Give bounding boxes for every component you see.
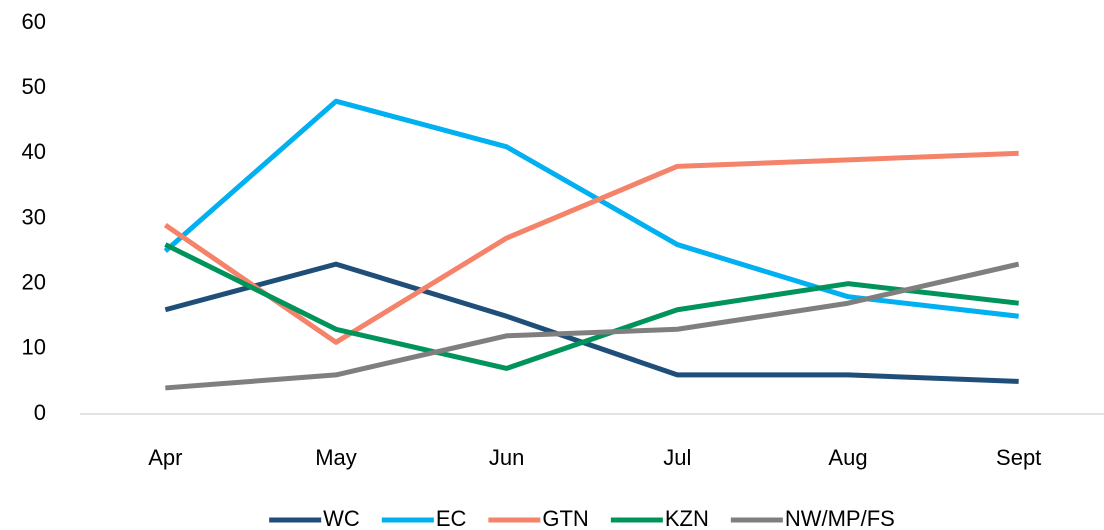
legend-label: KZN [665,506,709,530]
y-tick-label: 40 [22,139,46,164]
series-line [164,261,1019,384]
x-tick-label: Aug [828,445,867,470]
y-tick-label: 20 [22,269,46,294]
x-tick-label: Apr [148,445,182,470]
legend-label: NW/MP/FS [785,506,895,530]
legend-label: EC [436,506,467,530]
x-tick-label: Jun [489,445,524,470]
y-tick-label: 0 [34,400,46,425]
y-tick-label: 30 [22,204,46,229]
x-tick-label: May [315,445,357,470]
series-line [164,242,1019,371]
series-line [163,150,1019,345]
series-line [165,261,1020,391]
y-tick-label: 10 [22,335,46,360]
x-tick-label: Sept [996,445,1041,470]
legend-label: GTN [542,506,588,530]
legend-label: WC [323,506,360,530]
x-tick-label: Jul [663,445,691,470]
y-tick-label: 50 [22,74,46,99]
y-tick-label: 60 [22,9,46,34]
series-line [163,98,1019,319]
